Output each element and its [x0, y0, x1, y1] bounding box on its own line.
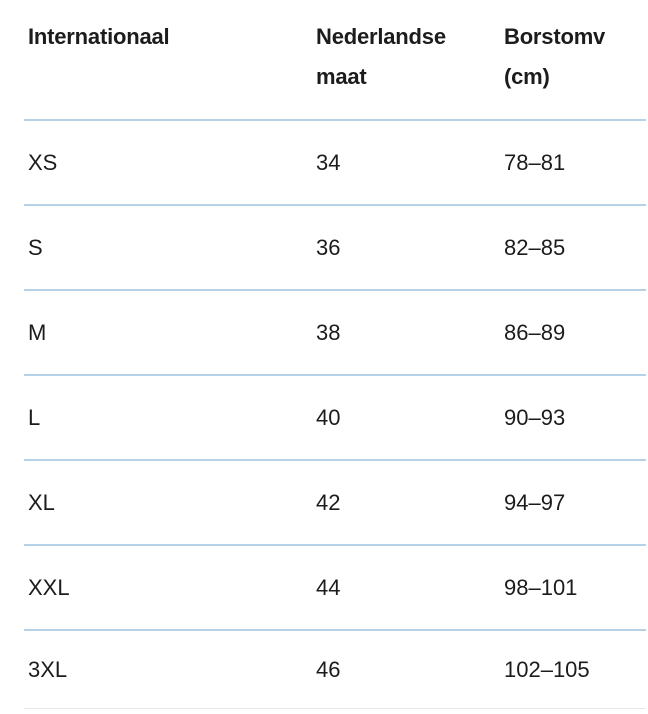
cell-chest-range: 90–93 [504, 404, 566, 430]
cell-international-size: XXL [28, 574, 70, 600]
cell-dutch-size: 36 [316, 234, 341, 260]
column-header-chest-cm: Borstomv (cm) [504, 24, 606, 89]
cell-chest-range: 98–101 [504, 574, 578, 600]
cell-dutch-size: 44 [316, 574, 341, 600]
cell-international-size: S [28, 234, 43, 260]
cell-chest-range: 82–85 [504, 234, 566, 260]
column-header-dutch-size: Nederlandse maat [316, 24, 446, 89]
cell-international-size: XS [28, 149, 58, 175]
cell-chest-range: 94–97 [504, 489, 566, 515]
cell-international-size: L [28, 404, 41, 430]
table-row: XS 34 78–81 [24, 121, 646, 206]
table-row: M 38 86–89 [24, 291, 646, 376]
table-header-row: Internationaal Nederlandse maat Borstomv… [24, 0, 646, 121]
table-row: 3XL 46 102–105 [24, 631, 646, 709]
cell-international-size: M [28, 319, 47, 345]
cell-chest-range: 78–81 [504, 149, 566, 175]
table-row: XL 42 94–97 [24, 461, 646, 546]
cell-dutch-size: 38 [316, 319, 341, 345]
cell-dutch-size: 46 [316, 656, 341, 682]
table-row: XXL 44 98–101 [24, 546, 646, 631]
cell-dutch-size: 42 [316, 489, 341, 515]
cell-chest-range: 86–89 [504, 319, 566, 345]
cell-dutch-size: 40 [316, 404, 341, 430]
cell-international-size: 3XL [28, 656, 68, 682]
table-row: S 36 82–85 [24, 206, 646, 291]
cell-international-size: XL [28, 489, 55, 515]
cell-dutch-size: 34 [316, 149, 341, 175]
cell-chest-range: 102–105 [504, 656, 590, 682]
table-row: L 40 90–93 [24, 376, 646, 461]
column-header-international: Internationaal [28, 24, 170, 49]
